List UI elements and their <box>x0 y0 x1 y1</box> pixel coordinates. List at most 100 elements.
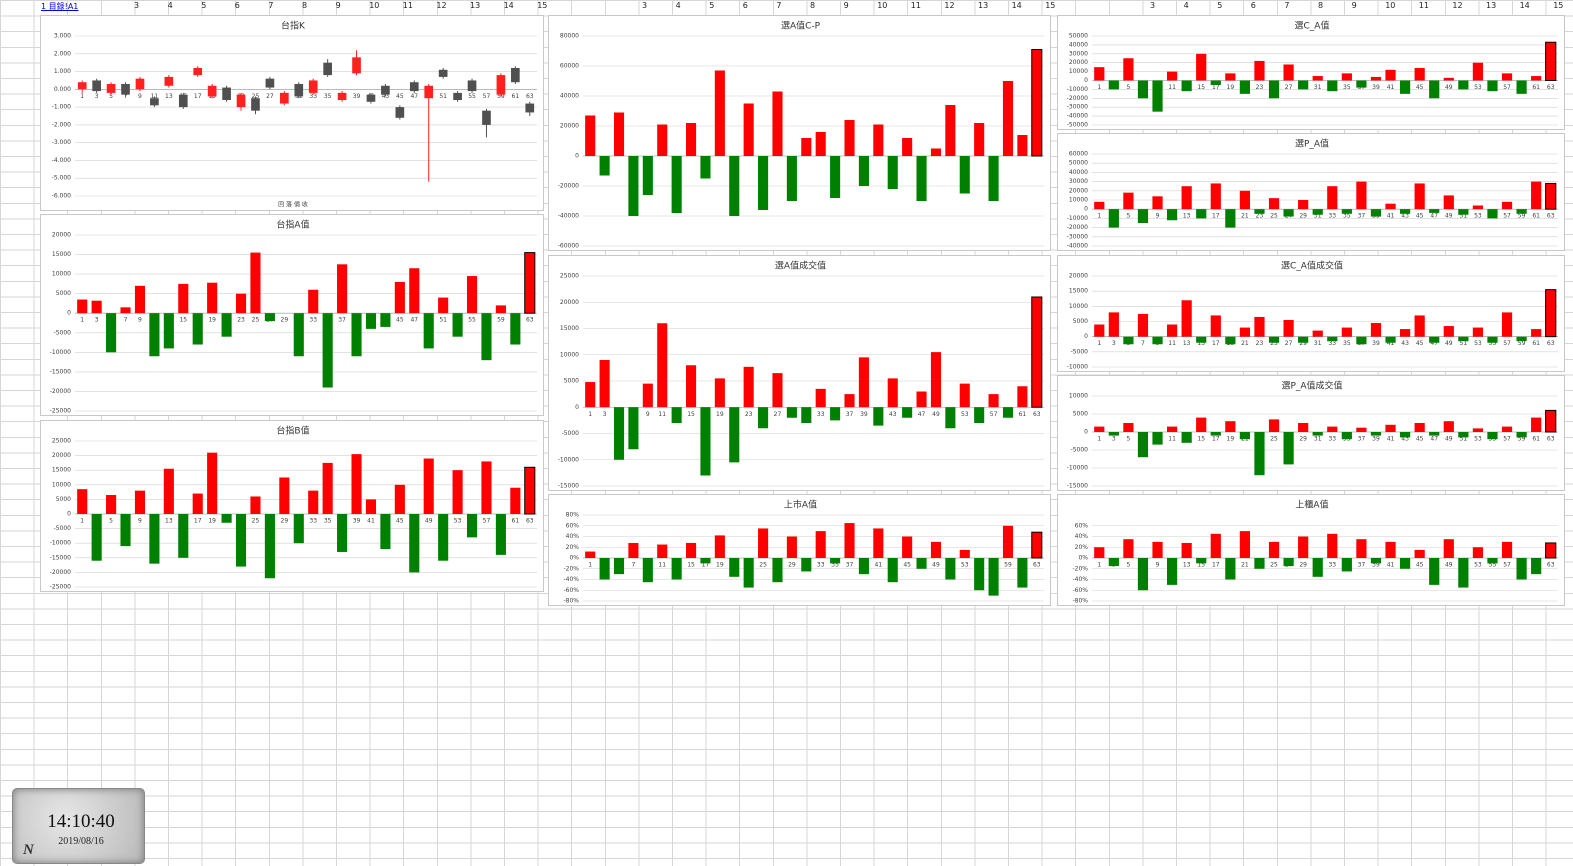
bar <box>1429 336 1440 343</box>
x-tick-label: 35 <box>1343 84 1351 91</box>
clock-logo: N <box>23 842 34 858</box>
x-tick-label: 23 <box>1256 340 1264 347</box>
x-tick-label: 39 <box>860 411 868 418</box>
x-tick-label: 41 <box>1387 562 1395 569</box>
x-tick-label: 23 <box>745 411 753 418</box>
bar <box>743 366 754 408</box>
bar <box>1341 327 1352 337</box>
x-tick-label: 5 <box>109 518 113 525</box>
chart: 上櫃A值60%40%20%0%-20%-40%-60%-80%135791113… <box>1057 494 1565 606</box>
x-tick-label: 29 <box>1299 213 1307 220</box>
bar <box>1225 421 1236 432</box>
x-tick-label: 17 <box>194 93 202 100</box>
y-tick-label: -30000 <box>1067 104 1088 111</box>
x-tick-label: 39 <box>1372 562 1380 569</box>
bar <box>250 252 261 314</box>
bar <box>729 558 740 577</box>
y-tick-label: 0% <box>569 555 579 562</box>
bar <box>149 514 160 564</box>
bar <box>1414 183 1425 210</box>
bar <box>1108 432 1119 436</box>
x-tick-label: 33 <box>309 93 317 100</box>
bar <box>207 282 218 314</box>
bar <box>1152 432 1163 445</box>
bar <box>1458 558 1469 588</box>
bar <box>988 394 999 408</box>
bar <box>1196 417 1207 432</box>
y-tick-label: 10000 <box>1069 68 1088 75</box>
y-tick-label: -80% <box>563 598 579 605</box>
x-tick-label: 15 <box>687 562 695 569</box>
chart-title: 台指K <box>281 20 306 32</box>
bar <box>279 477 290 514</box>
x-tick-label: 63 <box>526 518 534 525</box>
bar <box>830 558 841 564</box>
bar <box>1166 324 1178 337</box>
y-tick-label: 40000 <box>1069 41 1088 48</box>
sheet-link[interactable]: 1 目錄!A1 <box>41 2 79 11</box>
bar <box>945 558 956 580</box>
x-tick-label: 5 <box>1126 213 1130 220</box>
candle-body <box>453 92 462 100</box>
bar <box>1094 67 1105 81</box>
column-header: 4 <box>1183 1 1189 10</box>
column-header: 5 <box>709 1 715 10</box>
bar <box>1254 558 1265 569</box>
candle-body <box>121 84 130 95</box>
y-tick-label: 20000 <box>52 452 71 459</box>
y-tick-label: 20000 <box>560 123 579 130</box>
column-header: 9 <box>1351 1 1357 10</box>
candle-body <box>366 94 376 102</box>
bar <box>495 305 506 314</box>
bar <box>438 297 449 314</box>
x-tick-label: 61 <box>1532 213 1540 220</box>
y-tick-label: -80% <box>1072 598 1088 605</box>
y-tick-label: 5000 <box>1073 318 1088 325</box>
column-header: 13 <box>1486 1 1497 10</box>
bar <box>524 252 536 314</box>
bar <box>1341 558 1352 572</box>
chart: 台指B值 25000 20000 15000 10000 5000 0 -5000 -10000… <box>40 420 544 592</box>
bar <box>758 528 769 558</box>
y-tick-label: -5000 <box>54 329 72 336</box>
bar <box>858 558 869 575</box>
y-tick-label: 10000 <box>1069 303 1088 310</box>
x-tick-label: 1 <box>1097 562 1101 569</box>
bar <box>1385 69 1396 81</box>
bar <box>815 388 826 408</box>
column-header: 6 <box>234 1 240 10</box>
bar <box>1225 336 1236 345</box>
y-tick-label: -10000 <box>50 349 71 356</box>
bar <box>1399 209 1411 214</box>
bar <box>930 541 941 558</box>
bar <box>1429 209 1440 213</box>
x-tick-label: 17 <box>1212 84 1220 91</box>
y-tick-label: 15000 <box>52 467 71 474</box>
candle-body <box>424 85 434 99</box>
x-tick-label: 63 <box>1547 340 1555 347</box>
x-tick-label: 9 <box>138 518 142 525</box>
column-header: 13 <box>470 1 481 10</box>
bar <box>1327 80 1338 92</box>
chart: 台指A值 20000 15000 10000 5000 0 -5000 -10000 -1500… <box>40 214 544 416</box>
bar <box>1123 423 1134 432</box>
x-tick-label: 23 <box>237 317 245 324</box>
bar <box>786 156 797 201</box>
bar <box>1283 432 1294 465</box>
x-tick-label: 1 <box>588 411 592 418</box>
bar <box>250 496 261 514</box>
bar <box>830 156 841 198</box>
column-header: 3 <box>642 1 648 10</box>
y-tick-label: -5000 <box>1071 348 1089 355</box>
bar <box>1531 76 1542 81</box>
y-tick-label: 0 <box>575 153 579 160</box>
bar <box>1341 73 1352 81</box>
clock-time: 14:10:40 <box>47 811 115 832</box>
y-tick-label: 0 <box>1084 206 1088 213</box>
bar <box>1254 60 1265 81</box>
bar <box>1443 326 1454 337</box>
x-tick-label: 61 <box>512 93 520 100</box>
x-tick-label: 47 <box>1430 436 1438 443</box>
candle-body <box>467 80 477 92</box>
chart-title: 選A值C-P <box>781 20 821 32</box>
